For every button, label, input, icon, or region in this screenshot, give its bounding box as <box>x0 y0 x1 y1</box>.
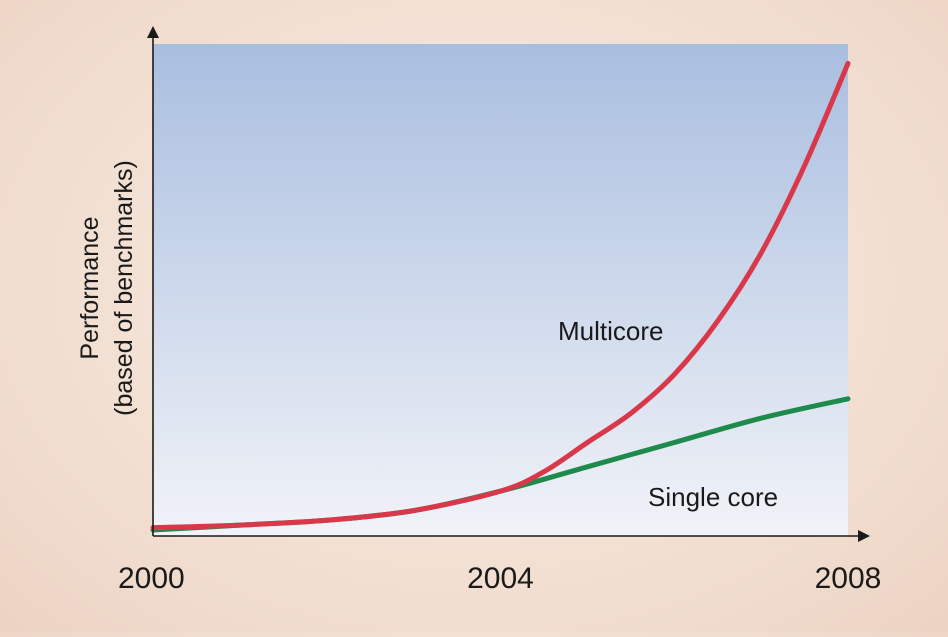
series-label-single-core: Single core <box>648 482 778 512</box>
series-line-multicore <box>150 60 851 531</box>
tick-layer: 2000 2004 2008 <box>118 562 881 595</box>
x-tick-label: 2008 <box>815 562 882 595</box>
y-axis-title-line-2: (based of benchmarks) <box>110 160 138 416</box>
y-axis-arrow <box>147 26 159 38</box>
series-layer <box>150 60 851 533</box>
y-axis-title-line-1: Performance <box>76 216 104 359</box>
plot-area <box>153 44 848 536</box>
y-axis-title: Performance (based of benchmarks) <box>76 160 138 416</box>
x-axis-arrow <box>858 530 870 542</box>
x-tick-label: 2004 <box>467 562 534 595</box>
x-tick-label: 2000 <box>118 562 185 595</box>
series-label-multicore: Multicore <box>558 316 663 346</box>
